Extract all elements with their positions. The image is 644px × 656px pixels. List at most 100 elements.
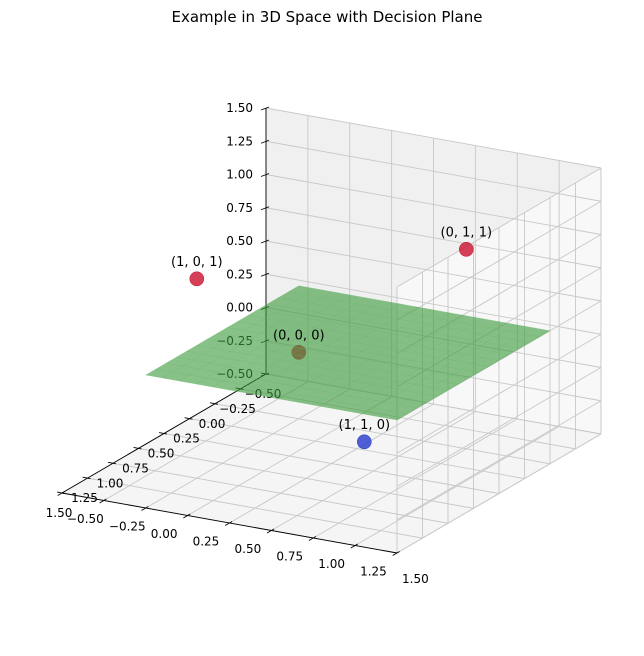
plane-mesh-line — [313, 315, 467, 406]
y-tick — [350, 543, 358, 549]
y-tick-label: 0.75 — [276, 550, 303, 564]
data-point — [189, 271, 205, 287]
plane-mesh-line — [329, 318, 484, 409]
y-tick-label: 0.50 — [235, 542, 262, 556]
grid-line — [396, 167, 602, 288]
data-point-label: (0, 0, 0) — [273, 328, 325, 343]
plane-mesh-line — [296, 312, 450, 403]
x-tick — [107, 461, 117, 465]
y-tick-label: 0.00 — [151, 527, 178, 541]
x-tick — [82, 476, 91, 480]
x-tick — [133, 447, 142, 450]
plane-mesh-line — [363, 324, 517, 415]
x-tick-label: 1.50 — [46, 506, 73, 520]
point-labels: (0, 0, 0) (1, 0, 1) (0, 1, 1) (1, 1, 0) — [171, 225, 492, 432]
plane-mesh-line — [196, 345, 449, 391]
data-point — [356, 434, 372, 450]
plane-mesh-line — [217, 333, 469, 379]
z-tick-label: 0.50 — [226, 234, 253, 248]
grid-line — [265, 207, 602, 269]
z-tick-label: 1.00 — [226, 168, 253, 182]
data-point-label: (1, 0, 1) — [171, 255, 223, 270]
x-tick-label: 1.25 — [71, 491, 98, 505]
plane-mesh-line — [298, 285, 551, 331]
grid-line — [271, 411, 476, 531]
x-tick — [158, 432, 168, 435]
plane-mesh-line — [257, 309, 510, 355]
z-tick — [260, 139, 270, 144]
grid-line — [265, 107, 602, 169]
y-tick-label: −0.50 — [67, 512, 104, 526]
grid-line — [112, 462, 449, 524]
plane-mesh-line — [166, 362, 418, 409]
plane-mesh-line — [206, 339, 459, 385]
grid-line — [354, 426, 560, 546]
plane-mesh-line — [346, 321, 500, 412]
points-in-front-of-plane — [189, 242, 474, 287]
plane-mesh-line — [268, 303, 520, 349]
plane-mesh-line — [237, 321, 489, 367]
z-tick-label: 1.50 — [226, 101, 253, 115]
y-tick-label: 1.00 — [318, 557, 345, 571]
grid-line — [138, 447, 474, 509]
y-tick — [57, 491, 65, 496]
plane-mesh-line — [246, 303, 400, 394]
plane-mesh-line — [162, 288, 316, 379]
chart-title: Example in 3D Space with Decision Plane — [172, 8, 483, 26]
plane-mesh-line — [396, 330, 551, 421]
x-tick — [184, 417, 193, 420]
z-tick-label: 1.25 — [226, 134, 253, 148]
plane-mesh-line — [279, 309, 433, 400]
grid-line — [396, 433, 602, 554]
data-point-label: (0, 1, 1) — [441, 225, 493, 240]
z-tick-label: 0.75 — [226, 201, 253, 215]
data-point-label: (1, 1, 0) — [339, 418, 391, 433]
plane-mesh-line — [212, 297, 366, 388]
y-tick — [141, 506, 149, 511]
grid-line — [265, 240, 602, 302]
x-tick-label: 0.75 — [122, 461, 149, 475]
plane-mesh-line — [247, 315, 500, 361]
z-tick — [260, 173, 270, 177]
plane-mesh-line — [380, 327, 534, 418]
decision-plane — [145, 285, 551, 421]
plane-mesh-line — [155, 368, 408, 415]
x-tick — [56, 491, 66, 494]
grid-line — [396, 200, 602, 321]
y-tick — [308, 536, 317, 541]
data-point — [458, 242, 474, 257]
plane-mesh-line — [176, 356, 428, 403]
x-tick-label: 0.00 — [199, 417, 226, 431]
x-tick — [209, 402, 219, 405]
plane-mesh-line — [278, 297, 530, 343]
y-tick — [183, 513, 191, 519]
y-tick — [99, 498, 107, 504]
y-tick-label: 1.50 — [402, 572, 429, 586]
grid-line — [87, 477, 423, 539]
x-tick-label: −0.25 — [219, 402, 256, 416]
plane-mesh-line — [229, 300, 383, 391]
y-tick-label: 1.25 — [360, 565, 387, 579]
z-tick — [260, 206, 270, 211]
grid-line — [313, 418, 518, 539]
z-tick — [260, 106, 270, 111]
x-tick-label: 0.25 — [173, 432, 200, 446]
plane-mesh-line — [195, 294, 350, 385]
y-tick — [224, 521, 233, 526]
plane-mesh-line — [145, 285, 299, 376]
y-tick — [266, 528, 275, 534]
z-tick-label: 0.00 — [226, 301, 253, 315]
x-tick-label: 1.00 — [97, 476, 124, 490]
plane-mesh-line — [179, 291, 333, 382]
plane-mesh-line — [288, 291, 540, 337]
grid-line — [265, 140, 602, 202]
plane-mesh-line — [227, 327, 479, 373]
plane-mesh-line — [186, 351, 438, 397]
y-tick — [392, 551, 400, 556]
plane-mesh-line — [145, 374, 398, 421]
y-tick-label: 0.25 — [193, 535, 220, 549]
z-tick — [260, 239, 270, 244]
plane-mesh-line — [262, 306, 417, 397]
grid-line — [229, 403, 434, 524]
